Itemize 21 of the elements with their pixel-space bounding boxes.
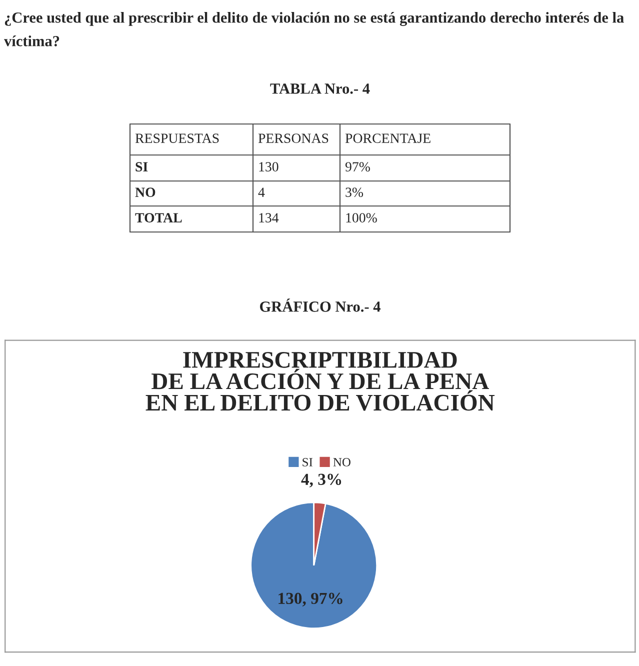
chart-title: IMPRESCRIPTIBILIDAD DE LA ACCIÓN Y DE LA PENA EN EL DELITO DE VIOLACIÓN [146,352,495,411]
data-label: 4, 3% [301,474,342,488]
pie-slice [250,502,378,630]
text: RESPUESTAS [135,134,219,143]
legend-label: NO [333,458,350,466]
text: TOTAL [135,213,182,222]
text: 130 [259,162,278,172]
text: 3% [346,188,364,198]
text: PERSONAS [258,134,328,143]
text: PORCENTAJE [345,134,430,143]
text: 97% [345,162,370,172]
text: 134 [259,213,279,222]
text: 100% [346,213,377,223]
text: NO [135,188,156,197]
legend-label: SI [302,458,312,466]
text: ¿Cree usted que al prescribir el delito de violación no se está garantizando derecho interés de la víctima? [4,12,624,46]
text: GRÁFICO Nro.- 4 [260,298,380,312]
data-label: 130, 97% [278,592,342,606]
text: SI [136,162,148,172]
text: 4 [258,188,265,197]
text: TABLA Nro.- 4 [270,84,370,94]
